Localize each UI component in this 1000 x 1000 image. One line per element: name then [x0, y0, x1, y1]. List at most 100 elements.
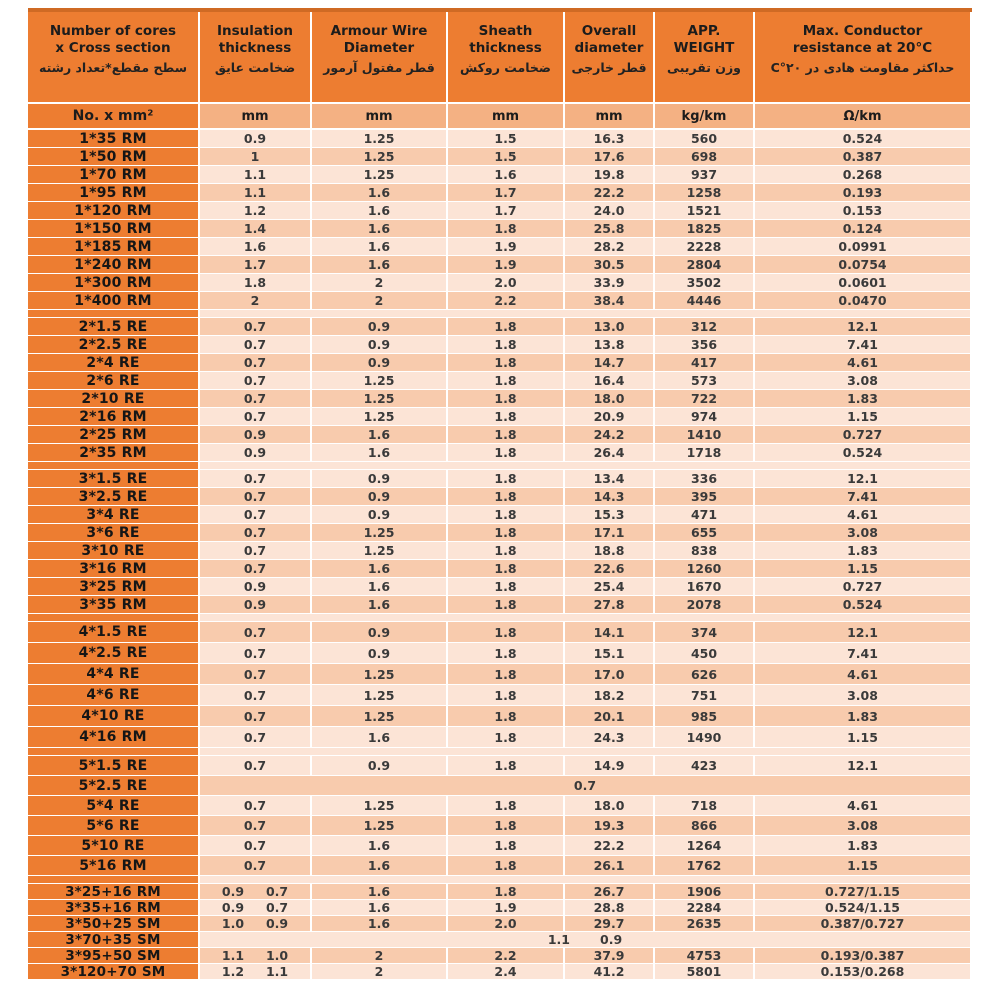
group-separator — [28, 614, 972, 622]
table-cell: 0.124 — [755, 220, 972, 238]
table-cell: 22.6 — [565, 560, 655, 578]
table-cell: 20.9 — [565, 408, 655, 426]
table-cell: 0.7 — [200, 856, 312, 876]
row-label: 2*2.5 RE — [28, 336, 200, 354]
table-row: 5*1.5 RE 0.7 0.9 1.8 14.9 423 12.1 — [28, 756, 972, 776]
table-cell: 1.6 — [312, 184, 448, 202]
group-separator — [28, 310, 972, 318]
table-cell: 0.7 — [200, 542, 312, 560]
separator-strip — [200, 748, 972, 756]
table-cell: 24.0 — [565, 202, 655, 220]
table-cell: 1 — [200, 148, 312, 166]
table-cell: 1718 — [655, 444, 755, 462]
row-label: 4*4 RE — [28, 664, 200, 685]
column-header-insulation: Insulation thickness ضخامت عایق — [200, 12, 312, 104]
table-row: 3*70+35 SM 1.1 0.9 — [28, 932, 972, 948]
separator-label-cell — [28, 462, 200, 470]
table-cell: 3.08 — [755, 524, 972, 542]
table-row: 2*1.5 RE 0.7 0.9 1.8 13.0 312 12.1 — [28, 318, 972, 336]
table-cell: 1.83 — [755, 836, 972, 856]
table-cell: 1.8 — [448, 318, 565, 336]
table-cell: 0.7 — [200, 390, 312, 408]
table-cell: 1.8 — [448, 336, 565, 354]
table-cell: 22.2 — [565, 836, 655, 856]
table-cell: 0.193/0.387 — [755, 948, 972, 964]
row-label: 2*1.5 RE — [28, 318, 200, 336]
row-label: 3*25+16 RM — [28, 884, 200, 900]
group-separator — [28, 876, 972, 884]
table-cell: 12.1 — [755, 318, 972, 336]
table-cell: 16.3 — [565, 130, 655, 148]
table-cell: 1.6 — [312, 578, 448, 596]
table-cell: 4446 — [655, 292, 755, 310]
table-cell: 1.25 — [312, 130, 448, 148]
table-cell: 985 — [655, 706, 755, 727]
table-cell: 937 — [655, 166, 755, 184]
row-label: 3*35+16 RM — [28, 900, 200, 916]
header-label-en: Sheath thickness — [469, 23, 542, 56]
unit-cell: mm — [448, 104, 565, 130]
row-label: 1*95 RM — [28, 184, 200, 202]
table-cell: 0.7 — [200, 796, 312, 816]
table-cell: 2 — [312, 964, 448, 980]
table-cell: 0.9 — [312, 354, 448, 372]
table-row: 3*35+16 RM 0.9 0.7 1.6 1.9 28.8 2284 0.524/1.15 — [28, 900, 972, 916]
row-label: 1*70 RM — [28, 166, 200, 184]
table-cell: 1.6 — [312, 560, 448, 578]
table-cell: 0.387/0.727 — [755, 916, 972, 932]
table-cell: 1.8 — [448, 884, 565, 900]
table-cell: 7.41 — [755, 643, 972, 664]
table-cell: 1.8 — [448, 643, 565, 664]
row-label: 1*185 RM — [28, 238, 200, 256]
table-cell: 1.8 — [448, 488, 565, 506]
table-cell: 18.8 — [565, 542, 655, 560]
table-cell: 1.1 — [200, 184, 312, 202]
table-row: 3*6 RE 0.7 1.25 1.8 17.1 655 3.08 — [28, 524, 972, 542]
row-label: 3*10 RE — [28, 542, 200, 560]
table-cell: 0.7 — [200, 727, 312, 748]
table-cell: 0.9 — [312, 756, 448, 776]
table-row: 2*2.5 RE 0.7 0.9 1.8 13.8 356 7.41 — [28, 336, 972, 354]
table-cell: 5801 — [655, 964, 755, 980]
table-row: 1*95 RM 1.1 1.6 1.7 22.2 1258 0.193 — [28, 184, 972, 202]
table-row: 3*120+70 SM 1.2 1.1 2 2.4 41.2 5801 0.153/0.268 — [28, 964, 972, 980]
table-cell: 1.25 — [312, 685, 448, 706]
table-cell: 0.7 — [200, 664, 312, 685]
table-cell: 0.7 — [200, 685, 312, 706]
table-cell: 0.524 — [755, 444, 972, 462]
table-cell: 417 — [655, 354, 755, 372]
table-cell: 13.0 — [565, 318, 655, 336]
table-cell: 18.0 — [565, 390, 655, 408]
row-label: 1*120 RM — [28, 202, 200, 220]
table-row: 3*4 RE 0.7 0.9 1.8 15.3 471 4.61 — [28, 506, 972, 524]
table-cell: 37.9 — [565, 948, 655, 964]
table-cell: 26.4 — [565, 444, 655, 462]
table-cell: 1260 — [655, 560, 755, 578]
table-row: 5*4 RE 0.7 1.25 1.8 18.0 718 4.61 — [28, 796, 972, 816]
unit-cell: mm — [565, 104, 655, 130]
table-cell: 0.727/1.15 — [755, 884, 972, 900]
table-cell: 1.25 — [312, 166, 448, 184]
table-cell: 26.7 — [565, 884, 655, 900]
table-cell: 1.9 — [448, 900, 565, 916]
table-cell: 3.08 — [755, 372, 972, 390]
row-label: 3*70+35 SM — [28, 932, 200, 948]
table-cell: 1.6 — [312, 426, 448, 444]
table-cell: 29.7 — [565, 916, 655, 932]
table-cell: 4753 — [655, 948, 755, 964]
table-cell: 626 — [655, 664, 755, 685]
table-cell: 20.1 — [565, 706, 655, 727]
table-cell: 336 — [655, 470, 755, 488]
table-cell: 19.3 — [565, 816, 655, 836]
table-cell: 560 — [655, 130, 755, 148]
table-cell: 41.2 — [565, 964, 655, 980]
table-cell: 0.7 — [200, 524, 312, 542]
table-cell: 24.3 — [565, 727, 655, 748]
table-row: 5*16 RM 0.7 1.6 1.8 26.1 1762 1.15 — [28, 856, 972, 876]
table-row: 3*25 RM 0.9 1.6 1.8 25.4 1670 0.727 — [28, 578, 972, 596]
table-cell: 0.153 — [755, 202, 972, 220]
table-cell: 0.727 — [755, 578, 972, 596]
table-cell: 0.0991 — [755, 238, 972, 256]
table-cell: 573 — [655, 372, 755, 390]
table-cell: 2 — [312, 948, 448, 964]
